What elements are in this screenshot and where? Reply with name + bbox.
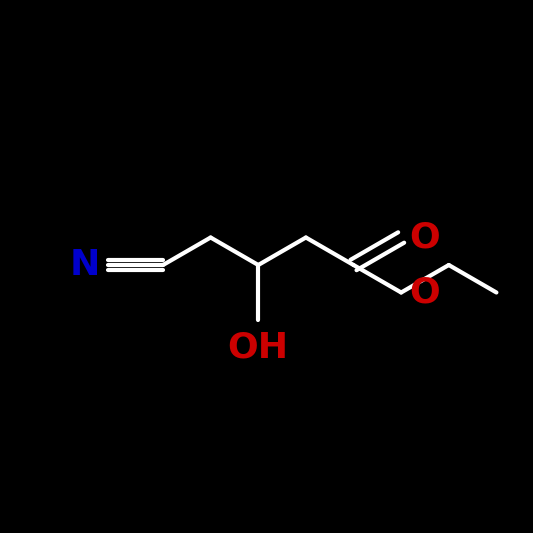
Text: N: N bbox=[70, 248, 100, 282]
Text: O: O bbox=[409, 221, 440, 254]
Text: O: O bbox=[409, 276, 440, 310]
Text: OH: OH bbox=[228, 330, 289, 364]
